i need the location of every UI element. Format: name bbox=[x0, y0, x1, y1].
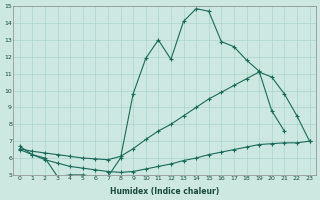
X-axis label: Humidex (Indice chaleur): Humidex (Indice chaleur) bbox=[110, 187, 219, 196]
